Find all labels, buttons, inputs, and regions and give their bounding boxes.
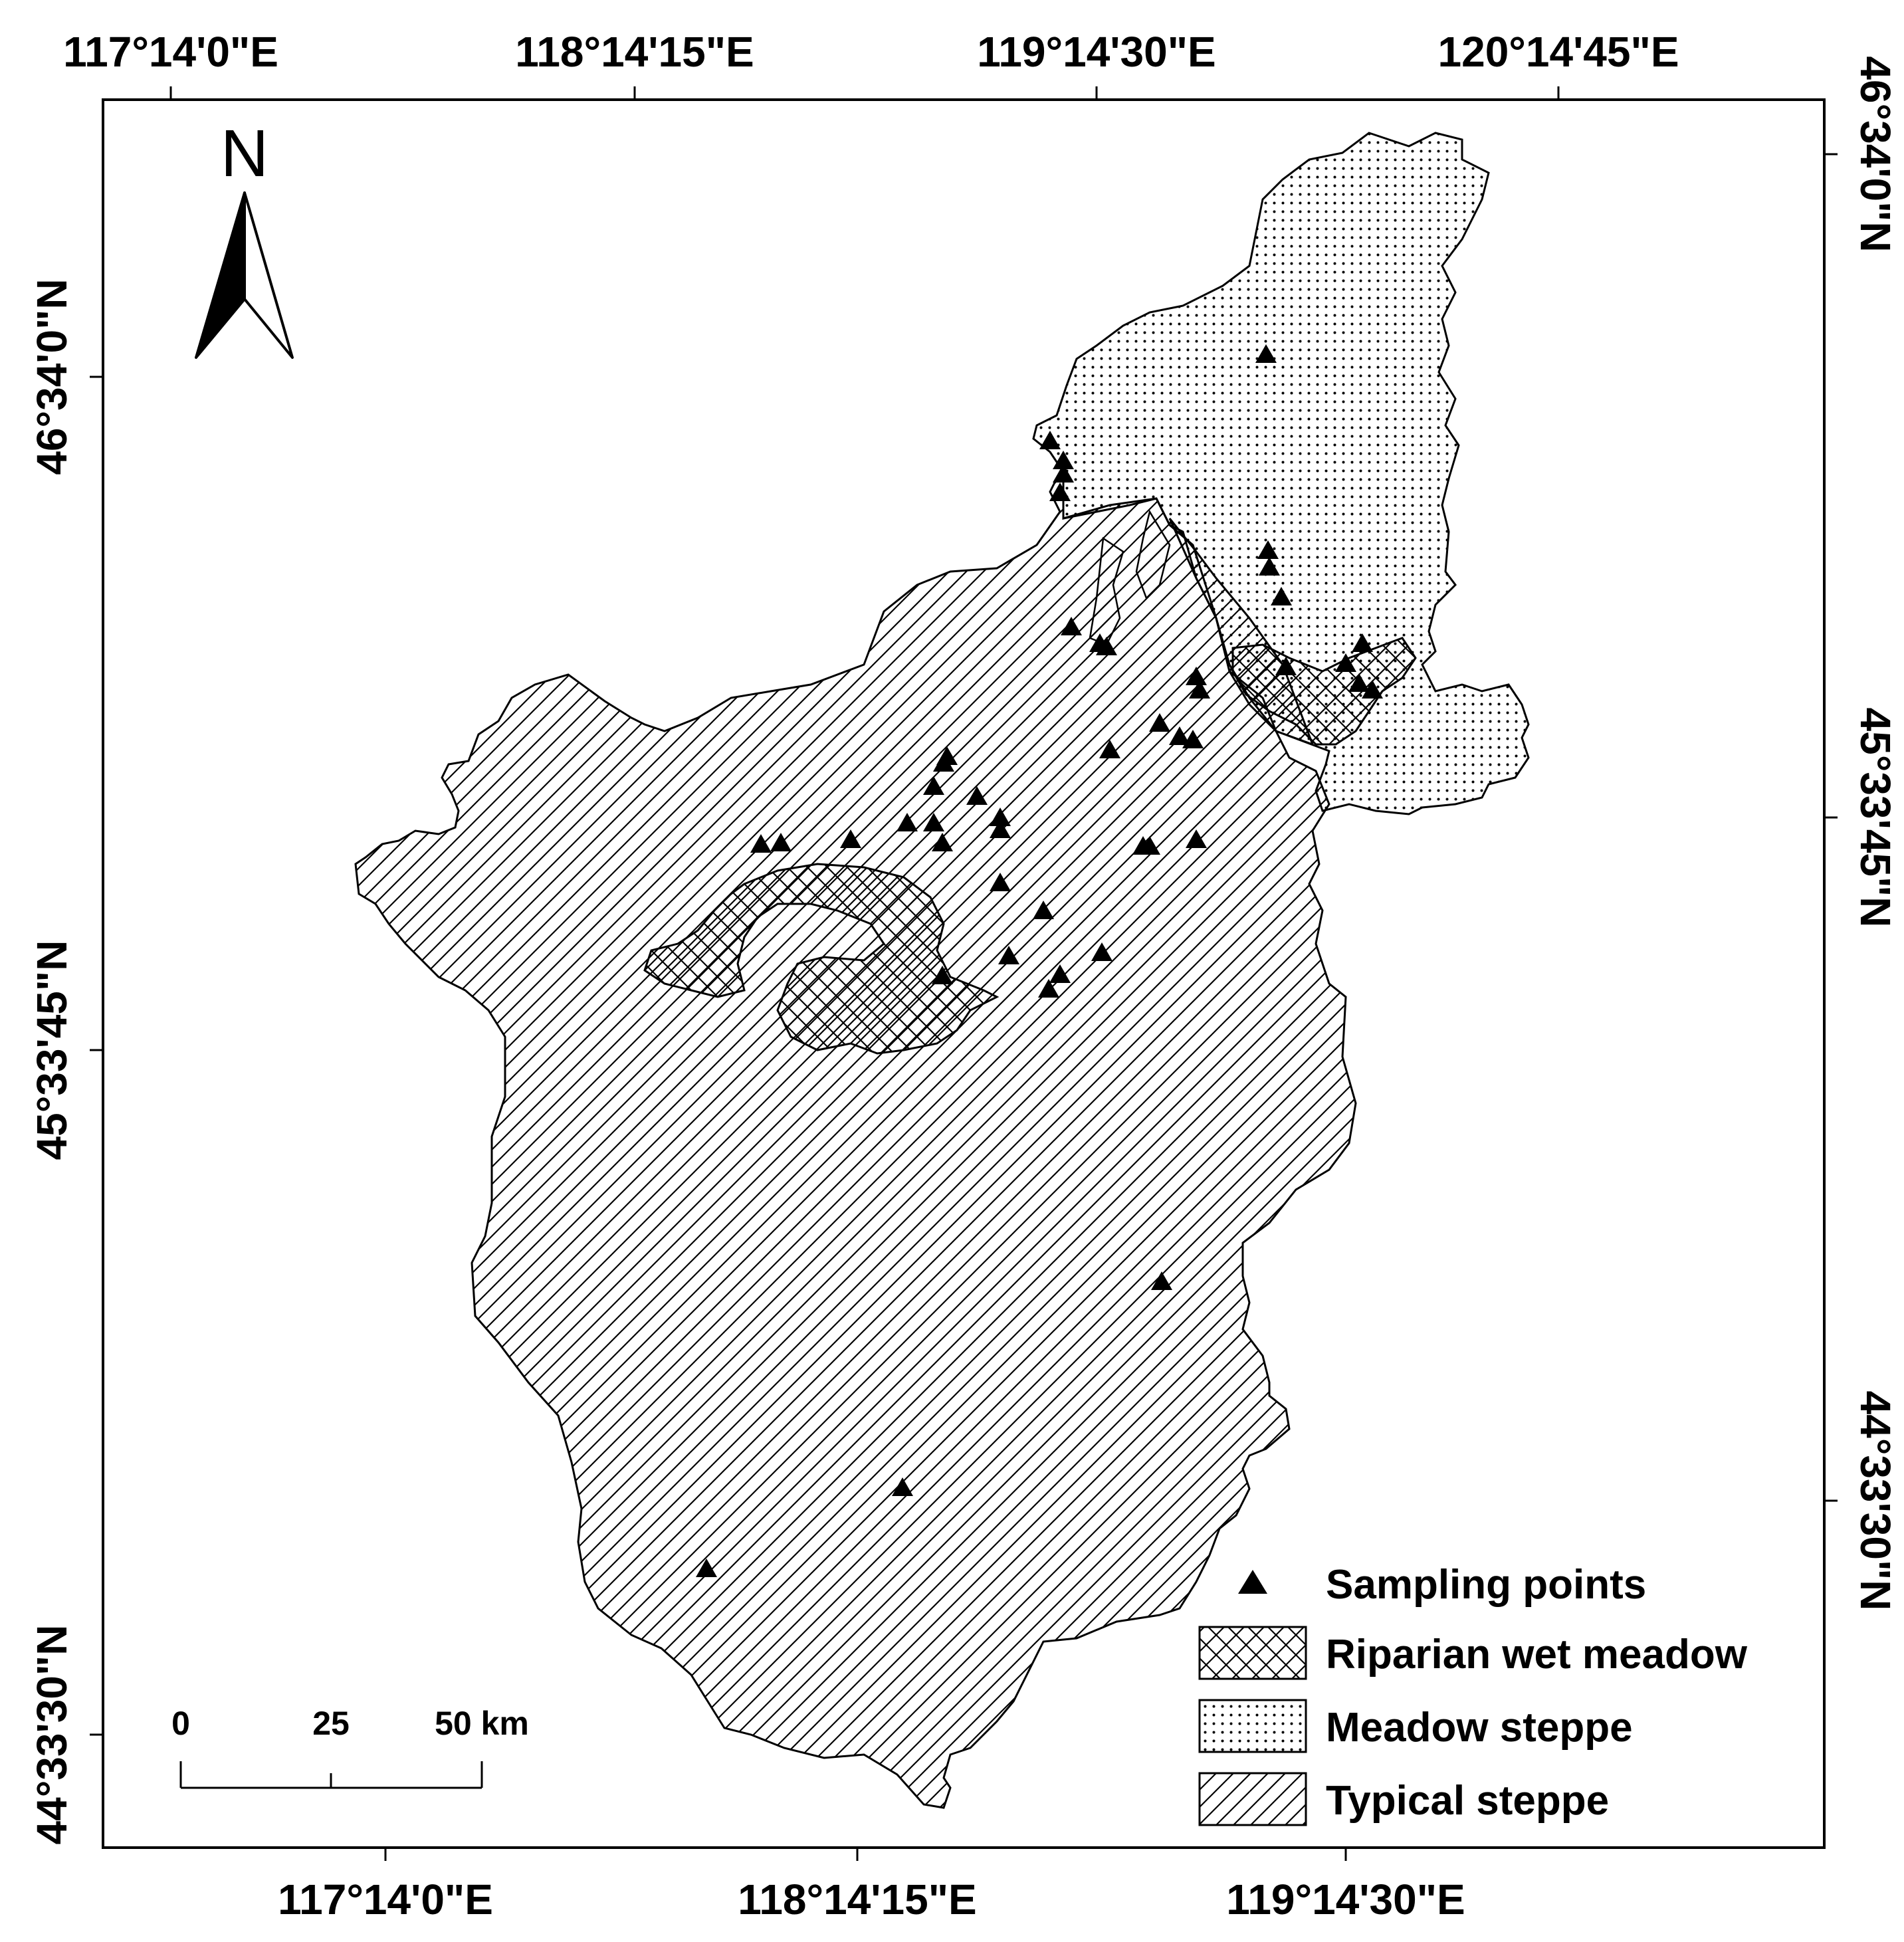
sampling-point-triangle-icon [923,776,944,795]
sampling-point-triangle-icon [1038,979,1059,998]
sampling-point-triangle-icon [1352,633,1373,652]
sampling-point-triangle-icon [1139,836,1160,855]
sampling-point-triangle-icon [1053,464,1074,483]
riparian-wet-meadow-center [643,863,1000,1055]
sampling-point-triangle-icon [990,819,1011,838]
sampling-point-triangle-icon [1149,713,1170,732]
sampling-point-triangle-icon [1049,483,1071,501]
typical-steppe-inlet [1089,536,1124,646]
sampling-point-triangle-icon [1061,617,1082,635]
riparian-wet-meadow-east [1231,637,1417,746]
scale-bar: 0 25 50 km [171,1705,529,1789]
sampling-point-triangle-icon [1151,1271,1172,1290]
sampling-point-triangle-icon [1039,431,1061,449]
sampling-point-triangle-icon [1189,680,1210,699]
top-tick-label: 117°14'0"E [63,28,278,76]
top-tick-label: 119°14'30"E [977,28,1216,76]
sampling-point-triangle-icon [1186,829,1207,848]
sampling-point-triangle-icon [998,946,1019,964]
sampling-point-triangle-icon [1091,942,1112,961]
sampling-point-triangle-icon [696,1559,717,1577]
legend-label-meadow-steppe: Meadow steppe [1326,1705,1633,1751]
legend-triangle-icon [1238,1570,1267,1594]
legend-label-sampling-points: Sampling points [1326,1562,1646,1608]
left-tick-label: 45°33'45"N [28,940,76,1160]
sampling-point-triangle-icon [933,753,954,772]
left-tick-label: 44°33'30"N [28,1625,76,1845]
sampling-point-triangle-icon [1348,673,1370,692]
typical-steppe-inlet-2 [1135,509,1171,600]
top-tick-label: 118°14'15"E [515,28,754,76]
north-label: N [221,116,268,191]
sampling-point-triangle-icon [923,813,944,831]
right-tick-label: 45°33'45"N [1851,708,1899,928]
bottom-axis: 117°14'0"E 118°14'15"E 119°14'30"E [278,1848,1465,1923]
sampling-point-triangle-icon [990,808,1011,826]
right-tick-label: 44°33'30"N [1851,1391,1899,1611]
sampling-point-triangle-icon [770,833,792,851]
sampling-point-triangle-icon [1257,540,1279,559]
sampling-point-triangle-icon [966,786,988,805]
sampling-point-triangle-icon [1186,667,1207,685]
sampling-point-triangle-icon [1033,901,1054,919]
top-axis: 117°14'0"E 118°14'15"E 119°14'30"E 120°1… [63,28,1679,100]
sampling-point-triangle-icon [1096,637,1117,655]
sampling-point-triangle-icon [932,966,953,984]
legend-dots-swatch [1198,1699,1307,1753]
top-tick-label: 120°14'45"E [1438,28,1679,76]
legend-diagonal-swatch [1198,1772,1307,1826]
sampling-point-triangle-icon [750,834,772,853]
left-tick-label: 46°34'0"N [28,278,76,475]
typical-steppe-region [354,465,1357,1809]
left-axis: 46°34'0"N 45°33'45"N 44°33'30"N [28,278,103,1844]
sampling-point-triangle-icon [1259,557,1280,576]
sampling-points-layer [696,344,1383,1577]
sampling-point-triangle-icon [990,873,1011,891]
scale-label-25: 25 [312,1705,350,1742]
bottom-tick-label: 118°14'15"E [738,1876,976,1923]
sampling-point-triangle-icon [1255,344,1277,363]
sampling-point-triangle-icon [1335,653,1356,672]
sampling-point-triangle-icon [1049,964,1071,983]
sampling-point-triangle-icon [1182,730,1204,748]
scale-label-0: 0 [171,1705,190,1742]
sampling-point-triangle-icon [892,1477,913,1496]
north-arrow: N [195,116,294,359]
right-tick-label: 46°34'0"N [1851,56,1899,252]
right-axis: 46°34'0"N 45°33'45"N 44°33'30"N [1824,56,1899,1610]
sampling-point-triangle-icon [1099,740,1120,758]
sampling-point-triangle-icon [1169,726,1190,745]
sampling-point-triangle-icon [932,833,953,851]
sampling-point-triangle-icon [897,813,918,831]
scale-label-50km: 50 km [435,1705,529,1742]
north-arrow-icon [195,191,294,359]
bottom-tick-label: 117°14'0"E [278,1876,493,1923]
sampling-point-triangle-icon [840,829,861,848]
legend-label-riparian: Riparian wet meadow [1326,1632,1748,1677]
sampling-point-triangle-icon [1053,451,1074,469]
legend-label-typical-steppe: Typical steppe [1326,1778,1609,1824]
sampling-point-triangle-icon [1275,657,1297,675]
bottom-tick-label: 119°14'30"E [1226,1876,1465,1923]
sampling-point-triangle-icon [1271,587,1292,605]
legend-crosshatch-swatch [1198,1626,1307,1680]
sampling-point-triangle-icon [1362,680,1383,699]
legend: Sampling points Riparian wet meadow Mead… [1198,1562,1748,1826]
